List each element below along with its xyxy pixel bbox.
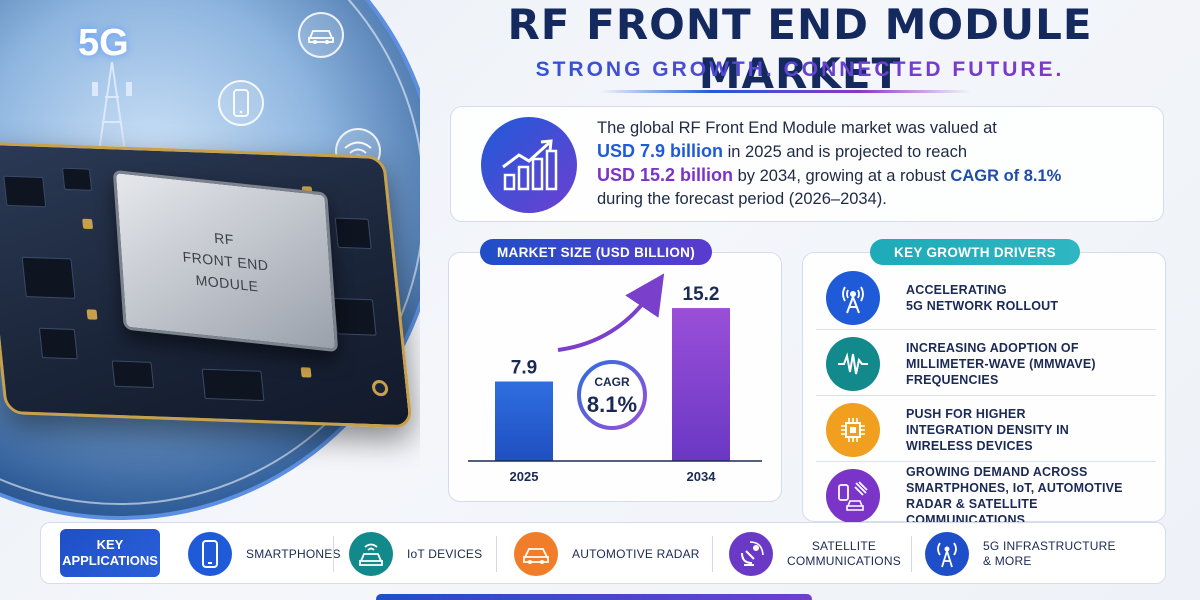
cagr-label: CAGR <box>594 375 630 389</box>
bar-value-label-2025: 7.9 <box>511 358 537 379</box>
driver-2-line2: MILLIMETER-WAVE (MMWAVE) <box>906 357 1096 371</box>
applications-label-line1: KEY <box>96 537 124 552</box>
cagr-text: CAGR of 8.1% <box>950 167 1062 185</box>
driver-item-5g: ACCELERATING 5G NETWORK ROLLOUT <box>826 267 1156 329</box>
driver-divider <box>816 329 1156 330</box>
badge-5g: 5G <box>78 22 129 64</box>
driver-divider <box>816 395 1156 396</box>
app-item-smartphones: SMARTPHONES <box>188 531 341 577</box>
page-title: RF FRONT END MODULE MARKET <box>507 0 1093 98</box>
app-4-label-line1: SATELLITE <box>811 539 877 553</box>
summary-line3: by 2034, growing at a robust <box>733 167 951 185</box>
driver-3-line1: PUSH FOR HIGHER <box>906 407 1026 421</box>
waveform-icon <box>826 337 880 391</box>
hero-visual: 5G RF FRONT END MODULE <box>0 0 420 520</box>
chip-label-line1: RF <box>213 229 235 248</box>
market-size-label: MARKET SIZE (USD BILLION) <box>480 239 712 265</box>
driver-4-line1: GROWING DEMAND ACROSS <box>906 465 1088 479</box>
chip-icon <box>826 403 880 457</box>
app-item-satellite: SATELLITE COMMUNICATIONS <box>729 531 901 577</box>
driver-1-line1: ACCELERATING <box>906 283 1007 297</box>
iot-car-icon <box>349 532 393 576</box>
applications-label-line2: APPLICATIONS <box>62 553 158 568</box>
summary-text: The global RF Front End Module market wa… <box>597 117 1157 211</box>
rf-module-chip: RF FRONT END MODULE <box>112 169 339 353</box>
driver-item-integration: PUSH FOR HIGHER INTEGRATION DENSITY IN W… <box>826 399 1156 461</box>
car-icon <box>298 12 344 58</box>
app-2-label: IoT DEVICES <box>407 546 483 561</box>
market-size-chart: 7.9 2025 15.2 2034 CAGR 8.1% <box>468 273 762 484</box>
summary-line4: during the forecast period (2026–2034). <box>597 190 887 208</box>
app-item-iot: IoT DEVICES <box>349 531 482 577</box>
app-divider <box>333 536 334 572</box>
bottom-accent-strip <box>376 594 812 600</box>
app-item-automotive-radar: AUTOMOTIVE RADAR <box>514 531 700 577</box>
cagr-badge <box>577 360 647 430</box>
bar-2034 <box>672 308 730 461</box>
category-label-2025: 2025 <box>510 469 539 484</box>
devices-icon <box>826 469 880 523</box>
driver-item-mmwave: INCREASING ADOPTION OF MILLIMETER-WAVE (… <box>826 333 1156 395</box>
phone-icon <box>218 80 264 126</box>
value-2034: USD 15.2 billion <box>597 165 734 185</box>
page-subtitle: STRONG GROWTH. CONNECTED FUTURE. <box>430 58 1170 82</box>
smartphone-icon <box>188 532 232 576</box>
tower-icon <box>925 532 969 576</box>
driver-4-line2: SMARTPHONES, IoT, AUTOMOTIVE <box>906 481 1123 495</box>
driver-3-line2: INTEGRATION DENSITY IN <box>906 423 1069 437</box>
bar-value-label-2034: 15.2 <box>683 284 720 305</box>
app-1-label: SMARTPHONES <box>246 546 341 561</box>
driver-3-line3: WIRELESS DEVICES <box>906 439 1033 453</box>
growth-drivers-label: KEY GROWTH DRIVERS <box>870 239 1080 265</box>
driver-divider <box>816 461 1156 462</box>
value-2025: USD 7.9 billion <box>597 141 724 161</box>
satellite-icon <box>729 532 773 576</box>
driver-2-line3: FREQUENCIES <box>906 373 999 387</box>
driver-1-line2: 5G NETWORK ROLLOUT <box>906 299 1059 313</box>
driver-2-line1: INCREASING ADOPTION OF <box>906 341 1079 355</box>
app-3-label: AUTOMOTIVE RADAR <box>572 546 700 561</box>
bar-2025 <box>495 381 553 461</box>
cell-tower-icon <box>92 62 132 172</box>
app-5-label-line1: 5G INFRASTRUCTURE <box>983 539 1116 553</box>
category-label-2034: 2034 <box>687 469 717 484</box>
antenna-icon <box>826 271 880 325</box>
growth-chart-icon <box>481 117 577 213</box>
subtitle-underline <box>600 90 970 93</box>
growth-arrow <box>557 273 665 352</box>
app-item-5g-infrastructure: 5G INFRASTRUCTURE & MORE <box>925 531 1116 577</box>
app-divider <box>911 536 912 572</box>
app-divider <box>496 536 497 572</box>
app-divider <box>712 536 713 572</box>
car-radar-icon <box>514 532 558 576</box>
app-4-label-line2: COMMUNICATIONS <box>787 554 901 568</box>
summary-line2: in 2025 and is projected to reach <box>723 143 968 161</box>
summary-card: The global RF Front End Module market wa… <box>450 106 1164 222</box>
applications-label: KEY APPLICATIONS <box>60 529 160 577</box>
summary-line1: The global RF Front End Module market wa… <box>597 119 997 137</box>
driver-item-demand: GROWING DEMAND ACROSS SMARTPHONES, IoT, … <box>826 465 1156 527</box>
app-5-label-line2: & MORE <box>983 554 1032 568</box>
cagr-value: 8.1% <box>587 392 637 417</box>
